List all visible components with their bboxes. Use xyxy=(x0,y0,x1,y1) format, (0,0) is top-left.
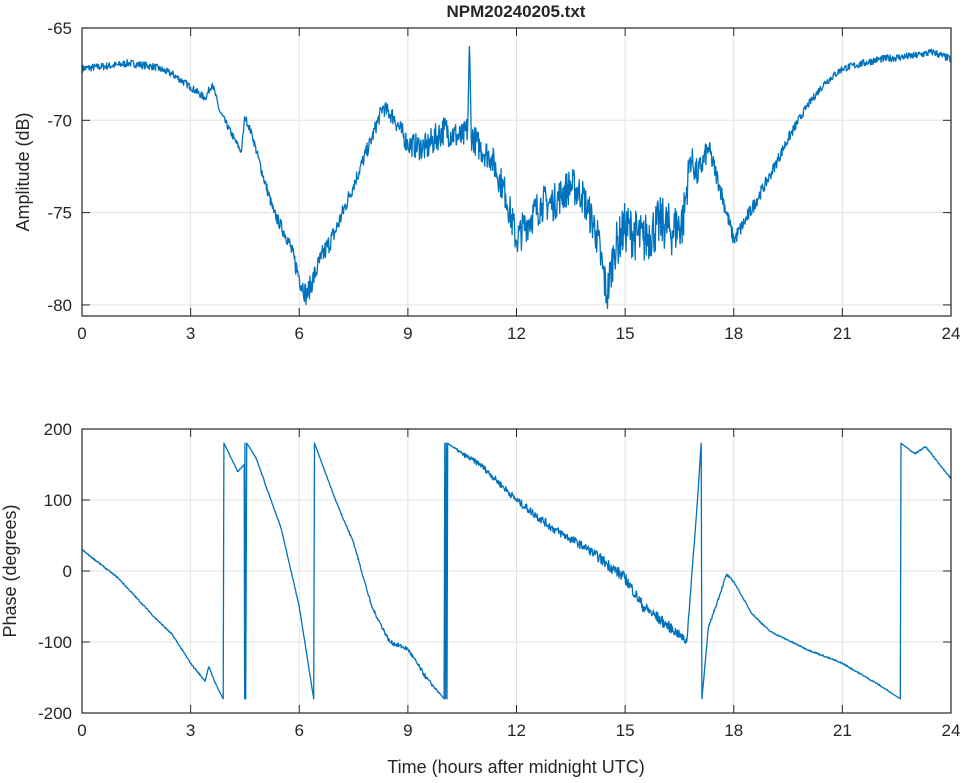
y-tick-label: -70 xyxy=(47,111,72,130)
axes-box-1 xyxy=(81,428,952,714)
x-tick-label: 6 xyxy=(295,324,304,343)
series-line-phase xyxy=(81,442,952,700)
x-tick-label: 18 xyxy=(724,721,743,740)
series-line-amplitude xyxy=(81,45,952,309)
y-tick-label: -65 xyxy=(47,19,72,38)
y-tick-label: 100 xyxy=(44,491,72,510)
x-tick-label: 0 xyxy=(77,721,86,740)
x-tick-label: 24 xyxy=(942,324,961,343)
y-tick-label: 200 xyxy=(44,420,72,439)
x-tick-label: 3 xyxy=(186,324,195,343)
x-tick-label: 15 xyxy=(616,721,635,740)
y-axis-label-amplitude: Amplitude (dB) xyxy=(13,112,33,231)
x-tick-label: 15 xyxy=(616,324,635,343)
x-tick-label: 24 xyxy=(942,721,961,740)
y-axis-label-phase: Phase (degrees) xyxy=(0,504,20,637)
y-tick-label: -75 xyxy=(47,204,72,223)
y-tick-label: -200 xyxy=(38,704,72,723)
x-tick-label: 21 xyxy=(833,324,852,343)
y-tick-label: -100 xyxy=(38,633,72,652)
x-tick-label: 12 xyxy=(507,324,526,343)
x-tick-label: 12 xyxy=(507,721,526,740)
x-tick-label: 0 xyxy=(77,324,86,343)
x-tick-label: 18 xyxy=(724,324,743,343)
x-tick-label: 9 xyxy=(403,721,412,740)
x-tick-label: 9 xyxy=(403,324,412,343)
y-tick-label: 0 xyxy=(63,562,72,581)
y-tick-label: -80 xyxy=(47,296,72,315)
x-axis-label: Time (hours after midnight UTC) xyxy=(387,757,644,777)
x-tick-label: 21 xyxy=(833,721,852,740)
chart-title: NPM20240205.txt xyxy=(447,2,586,21)
x-tick-label: 6 xyxy=(295,721,304,740)
axes-box-0 xyxy=(81,27,952,317)
x-tick-label: 3 xyxy=(186,721,195,740)
